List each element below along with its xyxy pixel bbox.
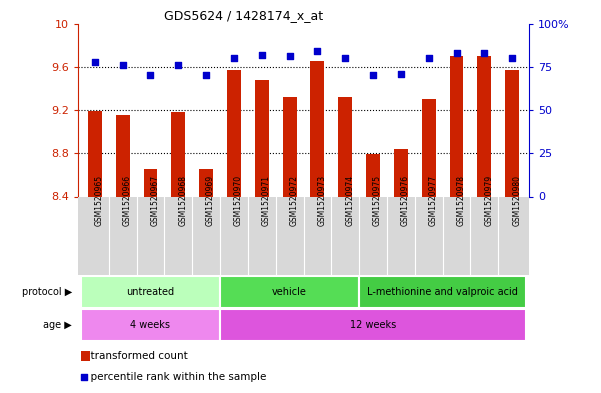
Bar	[116, 116, 130, 196]
Bar	[282, 97, 296, 196]
Point	[90, 59, 100, 65]
Text: GSM1520970: GSM1520970	[234, 175, 243, 226]
Point	[229, 55, 239, 61]
Bar	[81, 276, 220, 308]
Bar	[81, 309, 220, 341]
Point	[118, 62, 127, 68]
Bar	[366, 154, 380, 196]
Text: GSM1520978: GSM1520978	[457, 175, 466, 226]
Bar	[171, 112, 185, 196]
Text: GSM1520976: GSM1520976	[401, 175, 410, 226]
Text: GDS5624 / 1428174_x_at: GDS5624 / 1428174_x_at	[164, 9, 323, 22]
Text: L-methionine and valproic acid: L-methionine and valproic acid	[367, 287, 518, 297]
Text: GSM1520972: GSM1520972	[290, 175, 299, 226]
Text: GSM1520975: GSM1520975	[373, 175, 382, 226]
Text: 12 weeks: 12 weeks	[350, 320, 396, 330]
Text: age ▶: age ▶	[43, 320, 72, 330]
Point	[145, 72, 155, 79]
Bar	[227, 70, 241, 196]
Bar	[255, 80, 269, 196]
Bar	[88, 111, 102, 196]
Text: GSM1520965: GSM1520965	[95, 175, 104, 226]
Text: GSM1520969: GSM1520969	[206, 175, 215, 226]
Bar	[450, 56, 463, 196]
Bar	[505, 70, 519, 196]
Text: GSM1520971: GSM1520971	[262, 175, 271, 226]
Point	[340, 55, 350, 61]
Bar	[338, 97, 352, 196]
Bar	[394, 149, 408, 196]
Point	[424, 55, 433, 61]
Text: GSM1520968: GSM1520968	[178, 175, 188, 226]
Text: protocol ▶: protocol ▶	[22, 287, 72, 297]
Point	[174, 62, 183, 68]
Text: 4 weeks: 4 weeks	[130, 320, 171, 330]
Point	[507, 55, 517, 61]
Text: percentile rank within the sample: percentile rank within the sample	[84, 372, 266, 382]
Point	[201, 72, 211, 79]
Bar	[220, 309, 526, 341]
Bar	[199, 169, 213, 196]
Bar	[477, 56, 492, 196]
Text: transformed count: transformed count	[84, 351, 188, 361]
Text: vehicle: vehicle	[272, 287, 307, 297]
Point	[368, 72, 378, 79]
Text: GSM1520967: GSM1520967	[150, 175, 159, 226]
Bar	[144, 169, 157, 196]
Text: GSM1520966: GSM1520966	[123, 175, 132, 226]
Bar	[422, 99, 436, 196]
Text: GSM1520977: GSM1520977	[429, 175, 438, 226]
Point	[313, 48, 322, 54]
Text: GSM1520980: GSM1520980	[512, 175, 521, 226]
Bar	[311, 61, 325, 196]
Text: GSM1520979: GSM1520979	[484, 175, 493, 226]
Point	[257, 51, 267, 58]
Text: GSM1520974: GSM1520974	[345, 175, 354, 226]
Point	[396, 71, 406, 77]
Point	[285, 53, 294, 60]
Bar	[359, 276, 526, 308]
Point	[79, 374, 90, 380]
Text: untreated: untreated	[126, 287, 174, 297]
Bar	[220, 276, 359, 308]
Point	[452, 50, 462, 56]
Text: GSM1520973: GSM1520973	[317, 175, 326, 226]
Point	[480, 50, 489, 56]
